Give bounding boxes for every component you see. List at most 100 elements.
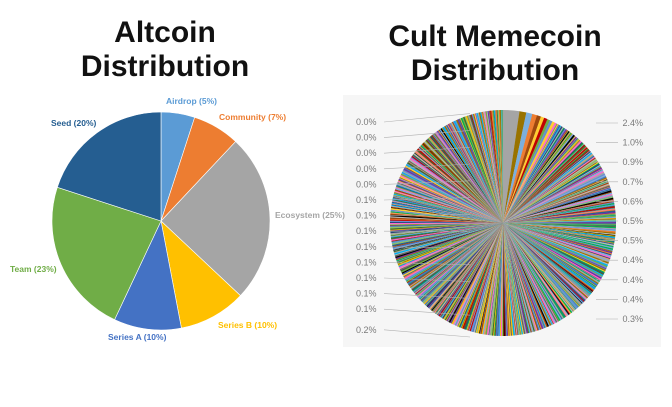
memecoin-slice	[503, 193, 613, 223]
memecoin-slice	[503, 223, 513, 336]
memecoin-slice	[438, 223, 503, 317]
memecoin-slice	[427, 223, 503, 309]
memecoin-slice	[503, 223, 554, 325]
memecoin-slice	[503, 223, 510, 336]
memecoin-slice	[503, 170, 604, 223]
memecoin-slice	[503, 223, 582, 306]
memecoin-slice	[503, 199, 614, 223]
memecoin-slice	[503, 166, 602, 223]
memecoin-slice	[421, 143, 503, 223]
memecoin-slice	[503, 223, 575, 312]
memecoin-slice	[503, 223, 604, 277]
memecoin-slice	[405, 223, 503, 282]
memecoin-slice	[488, 110, 503, 223]
memecoin-slice	[393, 223, 503, 253]
memecoin-slice	[503, 146, 587, 223]
memecoin-slice	[503, 223, 558, 323]
memecoin-slice	[503, 155, 595, 223]
memecoin-slice	[503, 223, 509, 336]
memecoin-slice	[503, 125, 561, 223]
memecoin-slice	[431, 134, 503, 223]
memecoin-slice	[503, 223, 576, 311]
memecoin-slice	[416, 223, 503, 298]
memecoin-slice	[424, 223, 503, 306]
memecoin-slice	[427, 137, 503, 223]
memecoin-slice	[402, 223, 503, 275]
memecoin-slice	[421, 144, 503, 223]
memecoin-slice	[503, 161, 599, 223]
memecoin-slice	[503, 223, 597, 287]
memecoin-slice	[503, 223, 594, 292]
memecoin-slice	[503, 140, 582, 223]
memecoin-slice	[503, 134, 575, 223]
memecoin-slice	[489, 110, 503, 223]
memecoin-slice	[503, 223, 507, 336]
memecoin-slice	[503, 130, 569, 223]
memecoin-slice	[503, 223, 606, 272]
memecoin-slice	[390, 223, 503, 231]
altcoin-slice-label: Series B (10%)	[218, 320, 277, 330]
memecoin-slice	[426, 223, 503, 307]
memecoin-left-pct-label: 0.2%	[356, 325, 377, 335]
memecoin-slice	[464, 116, 503, 223]
memecoin-slice	[503, 130, 569, 223]
memecoin-slice	[503, 144, 586, 223]
memecoin-slice	[391, 223, 503, 242]
altcoin-pie	[51, 111, 271, 331]
memecoin-slice	[503, 223, 571, 315]
memecoin-slice	[503, 150, 591, 223]
memecoin-slice	[407, 161, 503, 223]
memecoin-slice	[446, 223, 503, 322]
memecoin-slice	[491, 110, 503, 223]
memecoin-slice	[503, 223, 519, 336]
memecoin-slice	[503, 223, 601, 282]
memecoin-slice	[397, 223, 503, 265]
memecoin-slice	[406, 163, 503, 223]
memecoin-slice	[434, 132, 503, 223]
memecoin-slice	[417, 148, 503, 223]
memecoin-slice	[503, 223, 537, 332]
memecoin-slice	[503, 213, 616, 223]
memecoin-slice	[437, 223, 503, 316]
memecoin-slice	[463, 116, 503, 223]
memecoin-slice	[503, 218, 616, 223]
memecoin-slice	[503, 151, 591, 223]
memecoin-slice	[408, 160, 503, 223]
memecoin-slice	[412, 155, 503, 223]
memecoin-slice	[503, 221, 616, 223]
memecoin-slice	[390, 223, 503, 234]
memecoin-slice	[427, 223, 503, 308]
memecoin-slice	[503, 180, 608, 223]
memecoin-slice	[405, 223, 503, 282]
memecoin-slice	[414, 152, 503, 223]
memecoin-slice	[503, 113, 538, 223]
memecoin-slice	[503, 143, 585, 223]
memecoin-slice	[477, 112, 503, 223]
memecoin-slice	[503, 179, 608, 223]
memecoin-slice	[429, 136, 503, 223]
memecoin-slice	[503, 153, 593, 223]
memecoin-leader-line	[383, 308, 471, 316]
memecoin-slice	[390, 222, 503, 225]
memecoin-slice	[392, 223, 503, 250]
memecoin-slice	[420, 223, 503, 302]
memecoin-slice	[503, 211, 616, 223]
memecoin-slice	[390, 223, 503, 226]
altcoin-slice	[56, 111, 162, 222]
memecoin-slice	[503, 223, 604, 276]
memecoin-slice	[503, 159, 598, 223]
memecoin-right-pct-label: 1.0%	[622, 138, 643, 148]
memecoin-slice	[503, 223, 533, 333]
memecoin-slice	[503, 139, 580, 223]
memecoin-slice	[503, 204, 615, 223]
memecoin-right-pct-label: 0.9%	[622, 157, 643, 167]
memecoin-left-pct-label: 0.0%	[356, 164, 377, 174]
memecoin-slice	[396, 223, 503, 263]
memecoin-slice	[431, 223, 503, 311]
memecoin-left-pct-label: 0.0%	[356, 148, 377, 158]
memecoin-slice	[503, 223, 534, 333]
memecoin-slice	[465, 115, 503, 223]
memecoin-right-pct-label: 0.5%	[622, 216, 643, 226]
memecoin-slice	[503, 116, 545, 223]
memecoin-leader-line	[383, 214, 471, 216]
